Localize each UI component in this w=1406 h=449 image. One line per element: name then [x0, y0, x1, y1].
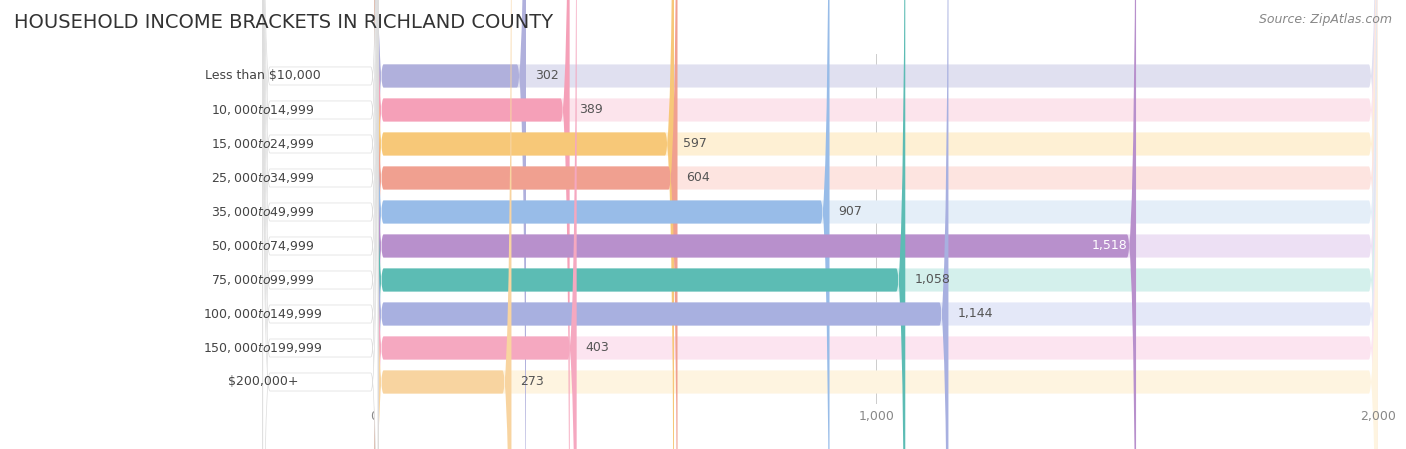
- FancyBboxPatch shape: [374, 0, 526, 449]
- FancyBboxPatch shape: [263, 0, 378, 449]
- FancyBboxPatch shape: [374, 0, 1378, 449]
- FancyBboxPatch shape: [374, 0, 512, 449]
- FancyBboxPatch shape: [374, 0, 1378, 449]
- Text: $50,000 to $74,999: $50,000 to $74,999: [211, 239, 315, 253]
- Text: $35,000 to $49,999: $35,000 to $49,999: [211, 205, 315, 219]
- FancyBboxPatch shape: [374, 0, 1378, 449]
- FancyBboxPatch shape: [374, 0, 569, 449]
- FancyBboxPatch shape: [374, 0, 678, 449]
- Text: 273: 273: [520, 375, 544, 388]
- Text: 1,518: 1,518: [1091, 239, 1128, 252]
- FancyBboxPatch shape: [374, 0, 1136, 449]
- Text: $25,000 to $34,999: $25,000 to $34,999: [211, 171, 315, 185]
- Text: HOUSEHOLD INCOME BRACKETS IN RICHLAND COUNTY: HOUSEHOLD INCOME BRACKETS IN RICHLAND CO…: [14, 13, 553, 32]
- FancyBboxPatch shape: [263, 0, 378, 449]
- FancyBboxPatch shape: [263, 0, 378, 449]
- Text: $100,000 to $149,999: $100,000 to $149,999: [202, 307, 322, 321]
- Text: 403: 403: [586, 342, 609, 355]
- FancyBboxPatch shape: [374, 0, 1378, 449]
- FancyBboxPatch shape: [374, 0, 1378, 449]
- Text: $75,000 to $99,999: $75,000 to $99,999: [211, 273, 315, 287]
- FancyBboxPatch shape: [263, 0, 378, 449]
- FancyBboxPatch shape: [263, 0, 378, 449]
- Text: 1,144: 1,144: [957, 308, 993, 321]
- Text: 302: 302: [536, 70, 558, 83]
- FancyBboxPatch shape: [374, 0, 1378, 449]
- Text: 597: 597: [683, 137, 707, 150]
- FancyBboxPatch shape: [263, 0, 378, 449]
- Text: $10,000 to $14,999: $10,000 to $14,999: [211, 103, 315, 117]
- Text: $150,000 to $199,999: $150,000 to $199,999: [202, 341, 322, 355]
- FancyBboxPatch shape: [374, 0, 1378, 449]
- FancyBboxPatch shape: [263, 0, 378, 449]
- FancyBboxPatch shape: [374, 0, 1378, 449]
- FancyBboxPatch shape: [374, 0, 949, 449]
- Text: 907: 907: [838, 206, 862, 219]
- FancyBboxPatch shape: [374, 0, 1378, 449]
- FancyBboxPatch shape: [374, 0, 1378, 449]
- Text: $200,000+: $200,000+: [228, 375, 298, 388]
- FancyBboxPatch shape: [374, 0, 905, 449]
- Text: 604: 604: [686, 172, 710, 185]
- Text: Less than $10,000: Less than $10,000: [205, 70, 321, 83]
- Text: 1,058: 1,058: [914, 273, 950, 286]
- FancyBboxPatch shape: [374, 0, 673, 449]
- FancyBboxPatch shape: [263, 0, 378, 449]
- Text: $15,000 to $24,999: $15,000 to $24,999: [211, 137, 315, 151]
- FancyBboxPatch shape: [374, 0, 576, 449]
- FancyBboxPatch shape: [263, 0, 378, 449]
- FancyBboxPatch shape: [374, 0, 830, 449]
- Text: 389: 389: [579, 103, 602, 116]
- FancyBboxPatch shape: [263, 0, 378, 449]
- Text: Source: ZipAtlas.com: Source: ZipAtlas.com: [1258, 13, 1392, 26]
